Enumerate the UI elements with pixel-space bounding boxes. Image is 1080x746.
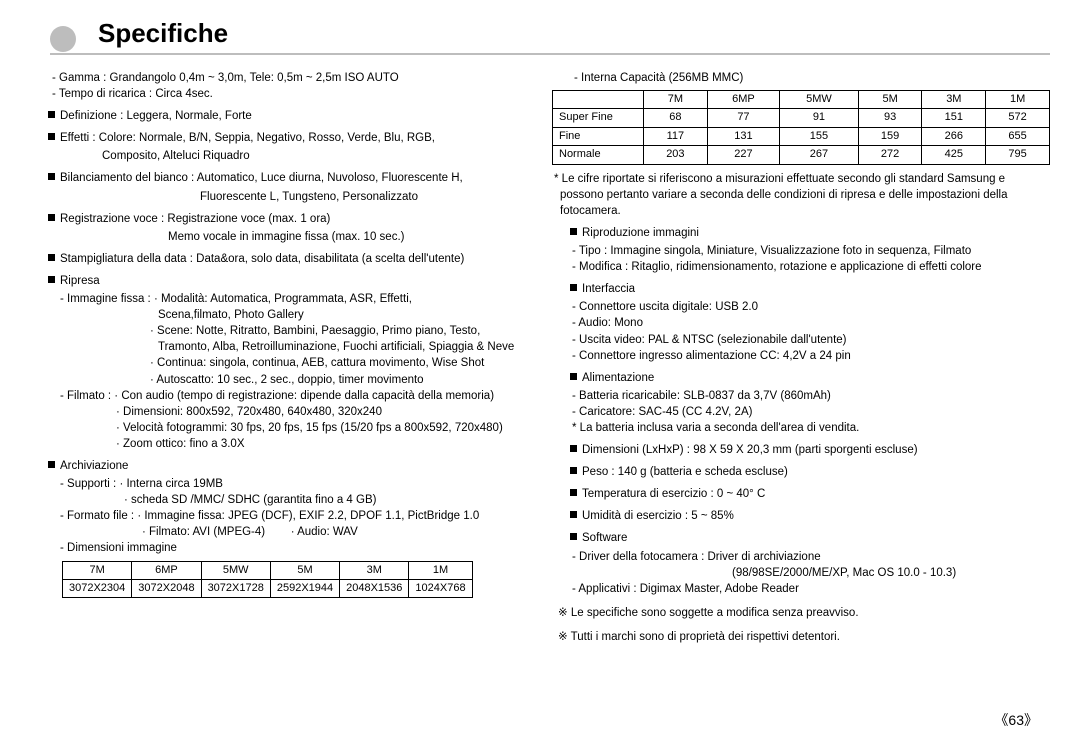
spec-line: Registrazione voce : Registrazione voce … — [30, 211, 528, 227]
spec-line: - Immagine fissa : · Modalità: Automatic… — [30, 291, 528, 307]
spec-line: - Driver della fotocamera : Driver di ar… — [552, 549, 1050, 565]
spec-line: Autoscatto: 10 sec., 2 sec., doppio, tim… — [30, 372, 528, 388]
spec-line: - Interna Capacità (256MB MMC) — [552, 70, 1050, 86]
spec-line: - Modifica : Ritaglio, ridimensionamento… — [552, 259, 1050, 275]
spec-line: Fluorescente L, Tungsteno, Personalizzat… — [30, 189, 528, 205]
spec-line: Ripresa — [30, 273, 528, 289]
spec-line: Dimensioni (LxHxP) : 98 X 59 X 20,3 mm (… — [552, 442, 1050, 458]
spec-line: - Batteria ricaricabile: SLB-0837 da 3,7… — [552, 388, 1050, 404]
spec-line: Stampigliatura della data : Data&ora, so… — [30, 251, 528, 267]
spec-line: - Applicativi : Digimax Master, Adobe Re… — [552, 581, 1050, 597]
spec-line: Interfaccia — [552, 281, 1050, 297]
spec-line: - Caricatore: SAC-45 (CC 4.2V, 2A) — [552, 404, 1050, 420]
spec-line: - Filmato : · Con audio (tempo di regist… — [30, 388, 528, 404]
spec-line: Alimentazione — [552, 370, 1050, 386]
spec-line: - Gamma : Grandangolo 0,4m ~ 3,0m, Tele:… — [30, 70, 528, 86]
spec-line: Continua: singola, continua, AEB, cattur… — [30, 355, 528, 371]
spec-footnote: Le specifiche sono soggette a modifica s… — [552, 605, 1050, 621]
spec-line: - Tempo di ricarica : Circa 4sec. — [30, 86, 528, 102]
spec-line: Composito, Alteluci Riquadro — [30, 148, 528, 164]
spec-line: Peso : 140 g (batteria e scheda escluse) — [552, 464, 1050, 480]
spec-line: scheda SD /MMC/ SDHC (garantita fino a 4… — [30, 492, 528, 508]
dimension-table: 7M 6MP 5MW 5M 3M 1M 3072X2304 3072X2048 … — [62, 561, 473, 599]
spec-footnote: Tutti i marchi sono di proprietà dei ris… — [552, 629, 1050, 645]
spec-line: - Uscita video: PAL & NTSC (selezionabil… — [552, 332, 1050, 348]
spec-line: - Connettore ingresso alimentazione CC: … — [552, 348, 1050, 364]
title-bullet-icon — [50, 26, 76, 52]
spec-line: Umidità di esercizio : 5 ~ 85% — [552, 508, 1050, 524]
spec-line: Software — [552, 530, 1050, 546]
spec-line: (98/98SE/2000/ME/XP, Mac OS 10.0 - 10.3) — [552, 565, 1050, 581]
spec-line: Temperatura di esercizio : 0 ~ 40° C — [552, 486, 1050, 502]
spec-line: Scena,filmato, Photo Gallery — [30, 307, 528, 323]
spec-line: - Connettore uscita digitale: USB 2.0 — [552, 299, 1050, 315]
spec-line: Memo vocale in immagine fissa (max. 10 s… — [30, 229, 528, 245]
spec-line: Definizione : Leggera, Normale, Forte — [30, 108, 528, 124]
page-title: Specifiche — [98, 18, 228, 49]
spec-line: Filmato: AVI (MPEG-4) Audio: WAV — [30, 524, 528, 540]
spec-line: - Dimensioni immagine — [30, 540, 528, 556]
spec-line: Bilanciamento del bianco : Automatico, L… — [30, 170, 528, 186]
title-underline — [50, 53, 1050, 55]
spec-line: Scene: Notte, Ritratto, Bambini, Paesagg… — [30, 323, 528, 355]
spec-line: - Audio: Mono — [552, 315, 1050, 331]
spec-line: Effetti : Colore: Normale, B/N, Seppia, … — [30, 130, 528, 146]
capacity-table: 7M 6MP 5MW 5M 3M 1M Super Fine6877919315… — [552, 90, 1050, 165]
spec-line: - Tipo : Immagine singola, Miniature, Vi… — [552, 243, 1050, 259]
spec-note: * Le cifre riportate si riferiscono a mi… — [552, 171, 1050, 219]
spec-line: Riproduzione immagini — [552, 225, 1050, 241]
spec-line: - Formato file : · Immagine fissa: JPEG … — [30, 508, 528, 524]
spec-line: Velocità fotogrammi: 30 fps, 20 fps, 15 … — [30, 420, 528, 436]
spec-line: Dimensioni: 800x592, 720x480, 640x480, 3… — [30, 404, 528, 420]
page-number: 《63》 — [994, 710, 1038, 730]
spec-line: Zoom ottico: fino a 3.0X — [30, 436, 528, 452]
left-column: - Gamma : Grandangolo 0,4m ~ 3,0m, Tele:… — [18, 70, 540, 645]
spec-line: * La batteria inclusa varia a seconda de… — [552, 420, 1050, 436]
spec-line: Archiviazione — [30, 458, 528, 474]
spec-line: - Supporti : · Interna circa 19MB — [30, 476, 528, 492]
right-column: - Interna Capacità (256MB MMC) 7M 6MP 5M… — [540, 70, 1062, 645]
